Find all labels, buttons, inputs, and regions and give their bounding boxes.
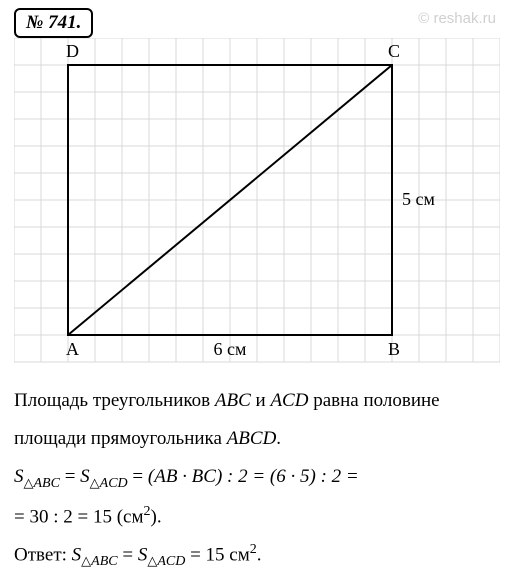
svg-text:6 см: 6 см — [214, 339, 247, 359]
t: S — [80, 466, 90, 487]
t: Ответ: — [14, 544, 72, 565]
t: ABC — [91, 554, 117, 569]
svg-text:D: D — [66, 41, 79, 61]
solution-text: Площадь треугольников ABC и ACD равна по… — [14, 382, 500, 576]
grid-svg: A B C D 6 см 5 см — [14, 38, 500, 366]
t: ACD — [270, 390, 308, 411]
diagram: A B C D 6 см 5 см — [14, 38, 500, 366]
t: S — [72, 544, 82, 565]
t: Площадь треугольников — [14, 390, 215, 411]
t: и — [251, 390, 271, 411]
t: ABCD — [227, 428, 277, 449]
t: ACD — [157, 554, 185, 569]
t: △ — [147, 553, 157, 568]
t: △ — [24, 475, 34, 490]
t: = — [118, 544, 138, 565]
t: = — [60, 466, 80, 487]
formula-line2: = 30 : 2 = 15 (см2). — [14, 498, 500, 536]
t: равна половине — [308, 390, 439, 411]
t: 2 — [144, 504, 151, 519]
t: . — [276, 428, 281, 449]
t: △ — [90, 475, 100, 490]
formula-line1: S△ABC = S△ACD = (AB · BC) : 2 = (6 · 5) … — [14, 458, 500, 498]
svg-text:5 см: 5 см — [402, 189, 435, 209]
svg-text:C: C — [388, 41, 400, 61]
t: ACD — [100, 476, 128, 491]
t: (AB · BC) : 2 = (6 · 5) : 2 = — [148, 466, 359, 487]
t: . — [257, 544, 262, 565]
t: △ — [81, 553, 91, 568]
t: S — [14, 466, 24, 487]
line2: площади прямоугольника ABCD. — [14, 420, 500, 458]
t: = — [128, 466, 148, 487]
answer-line: Ответ: S△ABC = S△ACD = 15 см2. — [14, 536, 500, 576]
t: ABC — [215, 390, 251, 411]
line1: Площадь треугольников ABC и ACD равна по… — [14, 382, 500, 420]
t: ABC — [34, 476, 60, 491]
t: = 30 : 2 = 15 (см — [14, 506, 144, 527]
t: ). — [151, 506, 162, 527]
watermark: © reshak.ru — [418, 10, 496, 27]
t: S — [138, 544, 148, 565]
svg-text:B: B — [388, 339, 400, 359]
svg-text:A: A — [66, 339, 79, 359]
t: = 15 см — [185, 544, 249, 565]
problem-number: № 741. — [14, 8, 93, 38]
t: площади прямоугольника — [14, 428, 227, 449]
t: 2 — [250, 542, 257, 557]
